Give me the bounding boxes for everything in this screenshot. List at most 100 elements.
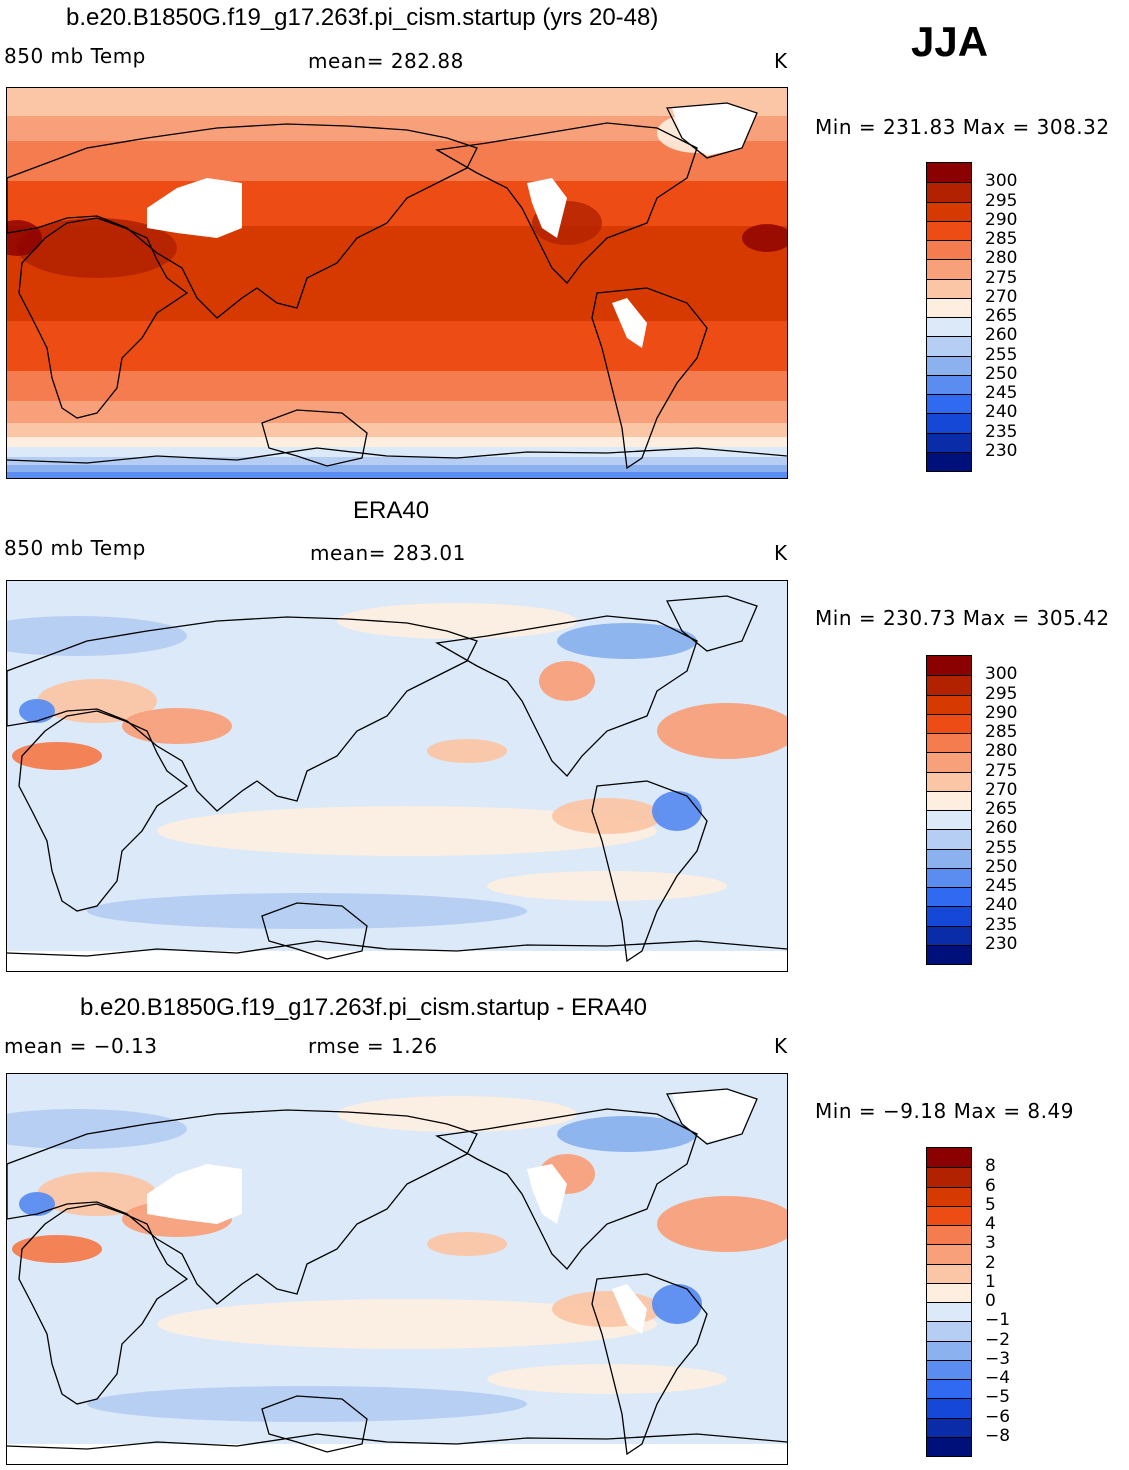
panel-3-colorbar [926,1147,972,1457]
colorbar-swatch [927,694,971,714]
panel-2-variable: 850 mb Temp [4,536,146,560]
colorbar-label: 1 [985,1271,996,1292]
colorbar-label: −3 [985,1348,1011,1369]
colorbar-swatch [927,240,971,260]
colorbar-swatch [927,201,971,221]
colorbar-label: −4 [985,1368,1011,1388]
colorbar-swatch [927,906,971,926]
colorbar-label: −8 [985,1425,1011,1446]
colorbar-swatch [927,887,971,907]
colorbar-label: −2 [985,1329,1011,1350]
colorbar-swatch [927,1340,971,1360]
colorbar-swatch [927,1186,971,1206]
colorbar-swatch [927,1244,971,1264]
colorbar-label: −1 [985,1310,1011,1331]
colorbar-label: 230 [985,933,1018,954]
colorbar-swatch [927,1398,971,1418]
colorbar-label: 260 [985,325,1018,346]
colorbar-swatch [927,394,971,414]
colorbar-label: 285 [985,229,1018,249]
colorbar-label: 230 [985,440,1018,461]
colorbar-swatch [927,944,971,964]
colorbar-label: 270 [985,779,1018,800]
colorbar-swatch [927,1379,971,1399]
colorbar-swatch [927,182,971,202]
colorbar-swatch [927,752,971,772]
panel-1-units: K [774,49,788,73]
colorbar-label: 250 [985,856,1018,877]
colorbar-swatch [927,733,971,753]
colorbar-label: 265 [985,799,1018,819]
colorbar-swatch [927,867,971,887]
colorbar-label: −6 [985,1406,1011,1427]
colorbar-swatch [927,317,971,337]
colorbar-swatch [927,1263,971,1283]
colorbar-label: 235 [985,421,1018,442]
colorbar-swatch [927,656,971,676]
colorbar-label: 285 [985,722,1018,742]
colorbar-swatch [927,297,971,317]
colorbar-label: 300 [985,171,1018,192]
colorbar-label: 5 [985,1194,996,1215]
colorbar-label: 245 [985,383,1018,403]
colorbar-label: 275 [985,267,1018,288]
colorbar-swatch [927,925,971,945]
colorbar-swatch [927,451,971,471]
colorbar-swatch [927,220,971,240]
colorbar-swatch [927,1436,971,1456]
colorbar-swatch [927,259,971,279]
colorbar-swatch [927,675,971,695]
colorbar-label: 290 [985,702,1018,723]
colorbar-swatch [927,1205,971,1225]
panel-2-map [6,580,788,972]
colorbar-label: 265 [985,306,1018,326]
panel-1-colorbar [926,162,972,472]
panel-1-variable: 850 mb Temp [4,44,146,68]
colorbar-swatch [927,713,971,733]
panel-3-rmse: rmse = 1.26 [308,1034,438,1058]
panel-3-title: b.e20.B1850G.f19_g17.263f.pi_cism.startu… [80,994,648,1021]
colorbar-label: 0 [985,1291,996,1311]
colorbar-label: 275 [985,760,1018,781]
colorbar-label: 295 [985,190,1018,211]
colorbar-swatch [927,413,971,433]
colorbar-label: 300 [985,664,1018,685]
colorbar-swatch [927,1148,971,1168]
colorbar-label: 250 [985,363,1018,384]
colorbar-label: 255 [985,837,1018,858]
season-label: JJA [911,18,989,65]
colorbar-swatch [927,848,971,868]
colorbar-swatch [927,163,971,183]
panel-1-mean: mean= 282.88 [308,49,464,73]
panel-1-title: b.e20.B1850G.f19_g17.263f.pi_cism.startu… [66,4,659,31]
colorbar-swatch [927,336,971,356]
colorbar-label: 8 [985,1156,996,1177]
colorbar-swatch [927,1225,971,1245]
colorbar-swatch [927,810,971,830]
colorbar-swatch [927,432,971,452]
colorbar-label: 240 [985,895,1018,916]
panel-3-units: K [774,1034,788,1058]
panel-3-mean: mean = −0.13 [4,1034,158,1058]
panel-3-map [6,1073,788,1465]
panel-2-minmax: Min = 230.73 Max = 305.42 [815,606,1110,630]
colorbar-swatch [927,1417,971,1437]
colorbar-label: 2 [985,1252,996,1273]
colorbar-swatch [927,1321,971,1341]
colorbar-swatch [927,790,971,810]
colorbar-label: 280 [985,741,1018,762]
colorbar-swatch [927,278,971,298]
colorbar-swatch [927,771,971,791]
colorbar-swatch [927,1359,971,1379]
colorbar-label: 3 [985,1233,996,1254]
colorbar-label: 270 [985,286,1018,307]
colorbar-label: 295 [985,683,1018,704]
colorbar-label: 290 [985,209,1018,230]
colorbar-label: −5 [985,1387,1011,1408]
colorbar-label: 6 [985,1175,996,1196]
panel-2-mean: mean= 283.01 [310,541,466,565]
colorbar-label: 245 [985,876,1018,896]
panel-1-minmax: Min = 231.83 Max = 308.32 [815,115,1110,139]
colorbar-swatch [927,1167,971,1187]
colorbar-label: 235 [985,914,1018,935]
